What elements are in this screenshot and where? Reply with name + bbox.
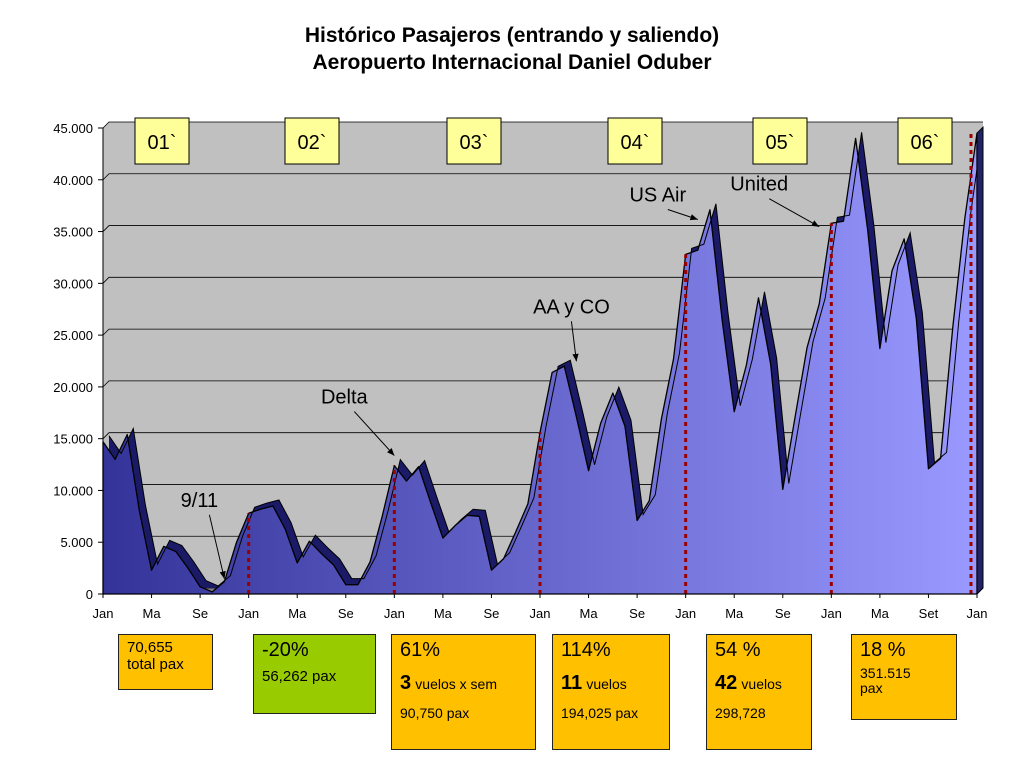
box-2004-pct: 114% [561, 639, 611, 661]
annotation: United [730, 174, 820, 228]
series-line-back [108, 127, 984, 587]
year-box-bg [134, 117, 190, 165]
summary-box-2003: 61% 3 vuelos x sem 90,750 pax [391, 634, 536, 750]
box-2003-flights: 3 [400, 672, 412, 694]
year-label: 01` [148, 132, 177, 154]
year-label: 03` [460, 132, 489, 154]
year-box-bg [607, 117, 663, 165]
year-box-bg [752, 117, 808, 165]
x-tick-label: Ma [288, 606, 307, 621]
box-2004-flights: 11 [561, 672, 583, 694]
summary-box-2005: 54 % 42 vuelos 298,728 [706, 634, 812, 750]
box-2003-unit: vuelos x sem [415, 676, 497, 692]
y-tick-label: 45.000 [53, 121, 93, 136]
box-2004-pax: 194,025 pax [561, 705, 639, 721]
y-tick-label: 30.000 [53, 276, 93, 291]
box-2005-unit: vuelos [741, 676, 782, 692]
annotation-label: United [730, 174, 788, 196]
y-tick-label: 20.000 [53, 380, 93, 395]
annotation-arrow [353, 411, 395, 456]
box-2004-unit: vuelos [586, 676, 627, 692]
box-2005-pax: 298,728 [715, 705, 766, 721]
y-tick-label: 5.000 [60, 535, 93, 550]
year-label-box: 03` [446, 117, 502, 165]
box-2003-pct: 61% [400, 639, 441, 661]
y-tick-label: 35.000 [53, 225, 93, 240]
x-tick-label: Jan [238, 606, 259, 621]
box-2005-pct: 54 % [715, 639, 761, 661]
annotation: AA y CO [533, 296, 610, 362]
x-tick-label: Ma [580, 606, 599, 621]
year-label-box: 02` [284, 117, 340, 165]
x-tick-label: Ma [143, 606, 162, 621]
x-tick-label: Jan [530, 606, 551, 621]
box-2001-label: total pax [127, 656, 184, 673]
annotation: 9/11 [181, 490, 226, 579]
series-area-side [976, 125, 984, 596]
x-tick-label: Set [919, 606, 939, 621]
x-tick-label: Jan [821, 606, 842, 621]
series-area [102, 132, 978, 595]
x-tick-label: Se [483, 606, 499, 621]
box-2005-flights: 42 [715, 672, 738, 694]
year-box-bg [284, 117, 340, 165]
annotation-arrowhead [572, 353, 579, 362]
year-label: 04` [621, 132, 650, 154]
annotation-arrowhead [387, 448, 395, 456]
annotation-label: Delta [321, 387, 369, 409]
year-label-box: 04` [607, 117, 663, 165]
year-label-box: 06` [897, 117, 953, 165]
annotation-label: AA y CO [533, 296, 610, 318]
box-2006-pax: 351.515 pax [860, 665, 911, 696]
x-tick-label: Ma [725, 606, 744, 621]
gridline [102, 121, 983, 129]
chart-title-line2: Aeropuerto Internacional Daniel Oduber [312, 51, 712, 74]
year-box-bg [446, 117, 502, 165]
annotation-arrow [768, 198, 820, 228]
x-tick-label: Ma [871, 606, 890, 621]
x-tick-label: Se [629, 606, 645, 621]
year-box-bg [897, 117, 953, 165]
box-2003-pax: 90,750 pax [400, 705, 470, 721]
annotation-arrow [208, 514, 225, 579]
y-tick-label: 40.000 [53, 173, 93, 188]
y-tick-label: 15.000 [53, 432, 93, 447]
summary-box-2002: -20% 56,262 pax [253, 634, 376, 714]
y-tick-label: 10.000 [53, 483, 93, 498]
x-tick-label: Jan [384, 606, 405, 621]
x-tick-label: Jan [675, 606, 696, 621]
annotation-arrowhead [689, 214, 698, 221]
box-2001-total: 70,655 [127, 639, 173, 656]
x-tick-label: Jan [967, 606, 988, 621]
year-label: 05` [766, 132, 795, 154]
y-tick-label: 25.000 [53, 328, 93, 343]
x-tick-label: Se [338, 606, 354, 621]
year-label: 06` [911, 132, 940, 154]
annotation: US Air [629, 184, 698, 221]
year-label-box: 01` [134, 117, 190, 165]
gridline [102, 173, 983, 181]
year-label-box: 05` [752, 117, 808, 165]
box-2002-pct: -20% [262, 639, 309, 661]
annotation-label: US Air [629, 184, 686, 206]
annotation-label: 9/11 [181, 490, 218, 512]
summary-box-2004: 114% 11 vuelos 194,025 pax [552, 634, 670, 750]
x-tick-label: Se [775, 606, 791, 621]
x-tick-label: Se [192, 606, 208, 621]
box-2006-pct: 18 % [860, 639, 906, 661]
gridline [102, 225, 983, 232]
box-2002-pax: 56,262 pax [262, 668, 337, 685]
x-tick-label: Jan [93, 606, 114, 621]
chart-title: Histórico Pasajeros (entrando y saliendo… [0, 22, 1024, 76]
summary-box-2006: 18 % 351.515 pax [851, 634, 957, 720]
summary-box-2001: 70,655 total pax [118, 634, 213, 690]
x-tick-label: Ma [434, 606, 453, 621]
chart-title-line1: Histórico Pasajeros (entrando y saliendo… [304, 24, 720, 47]
annotation: Delta [321, 387, 395, 456]
annotation-arrowhead [219, 570, 226, 579]
year-label: 02` [298, 132, 327, 154]
y-tick-label: 0 [86, 587, 93, 602]
annotation-arrowhead [811, 220, 820, 227]
